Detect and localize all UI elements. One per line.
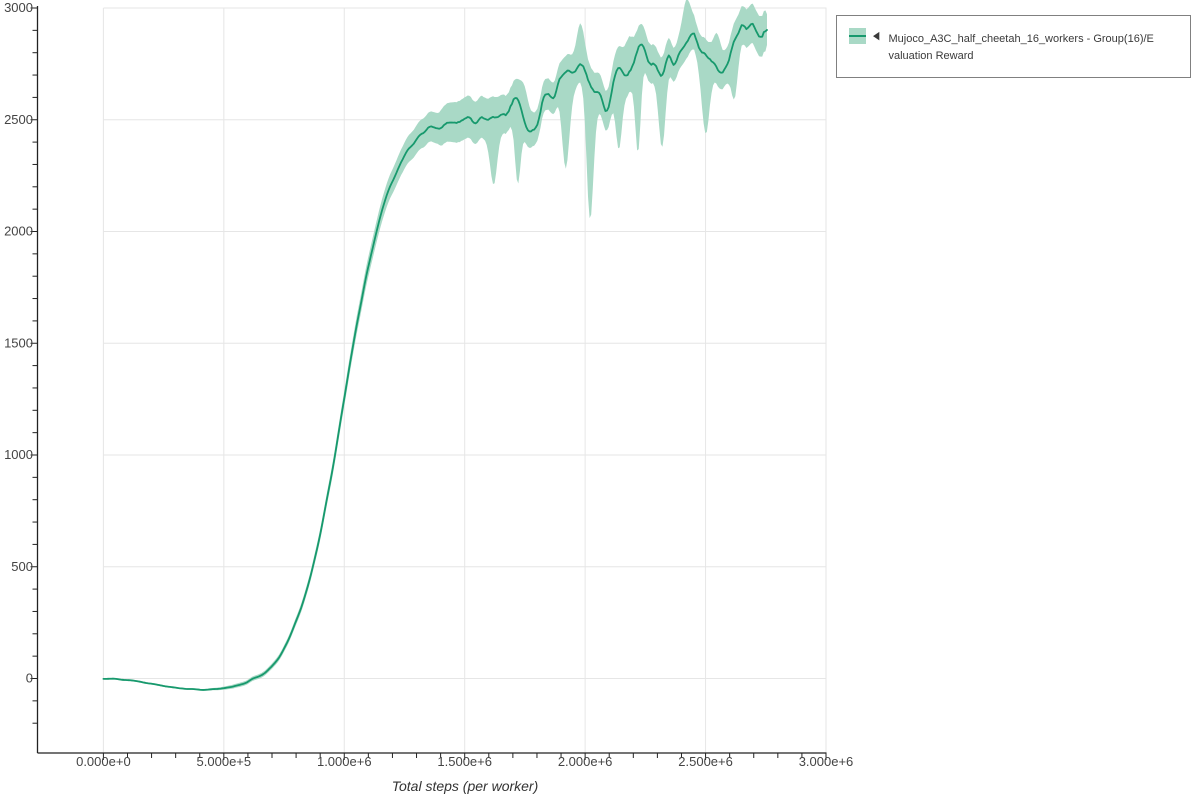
svg-text:1.000e+6: 1.000e+6 [317,754,372,769]
svg-text:1000: 1000 [4,447,33,462]
svg-text:2.500e+6: 2.500e+6 [678,754,733,769]
svg-text:3000: 3000 [4,0,33,15]
svg-text:2000: 2000 [4,224,33,239]
svg-text:5.000e+5: 5.000e+5 [197,754,252,769]
svg-text:0: 0 [26,671,33,686]
svg-text:1.500e+6: 1.500e+6 [437,754,492,769]
svg-text:Total steps (per worker): Total steps (per worker) [392,778,539,794]
svg-text:1500: 1500 [4,335,33,350]
svg-text:500: 500 [11,559,33,574]
svg-text:2500: 2500 [4,112,33,127]
svg-text:0.000e+0: 0.000e+0 [76,754,131,769]
svg-text:2.000e+6: 2.000e+6 [558,754,613,769]
svg-text:3.000e+6: 3.000e+6 [799,754,854,769]
